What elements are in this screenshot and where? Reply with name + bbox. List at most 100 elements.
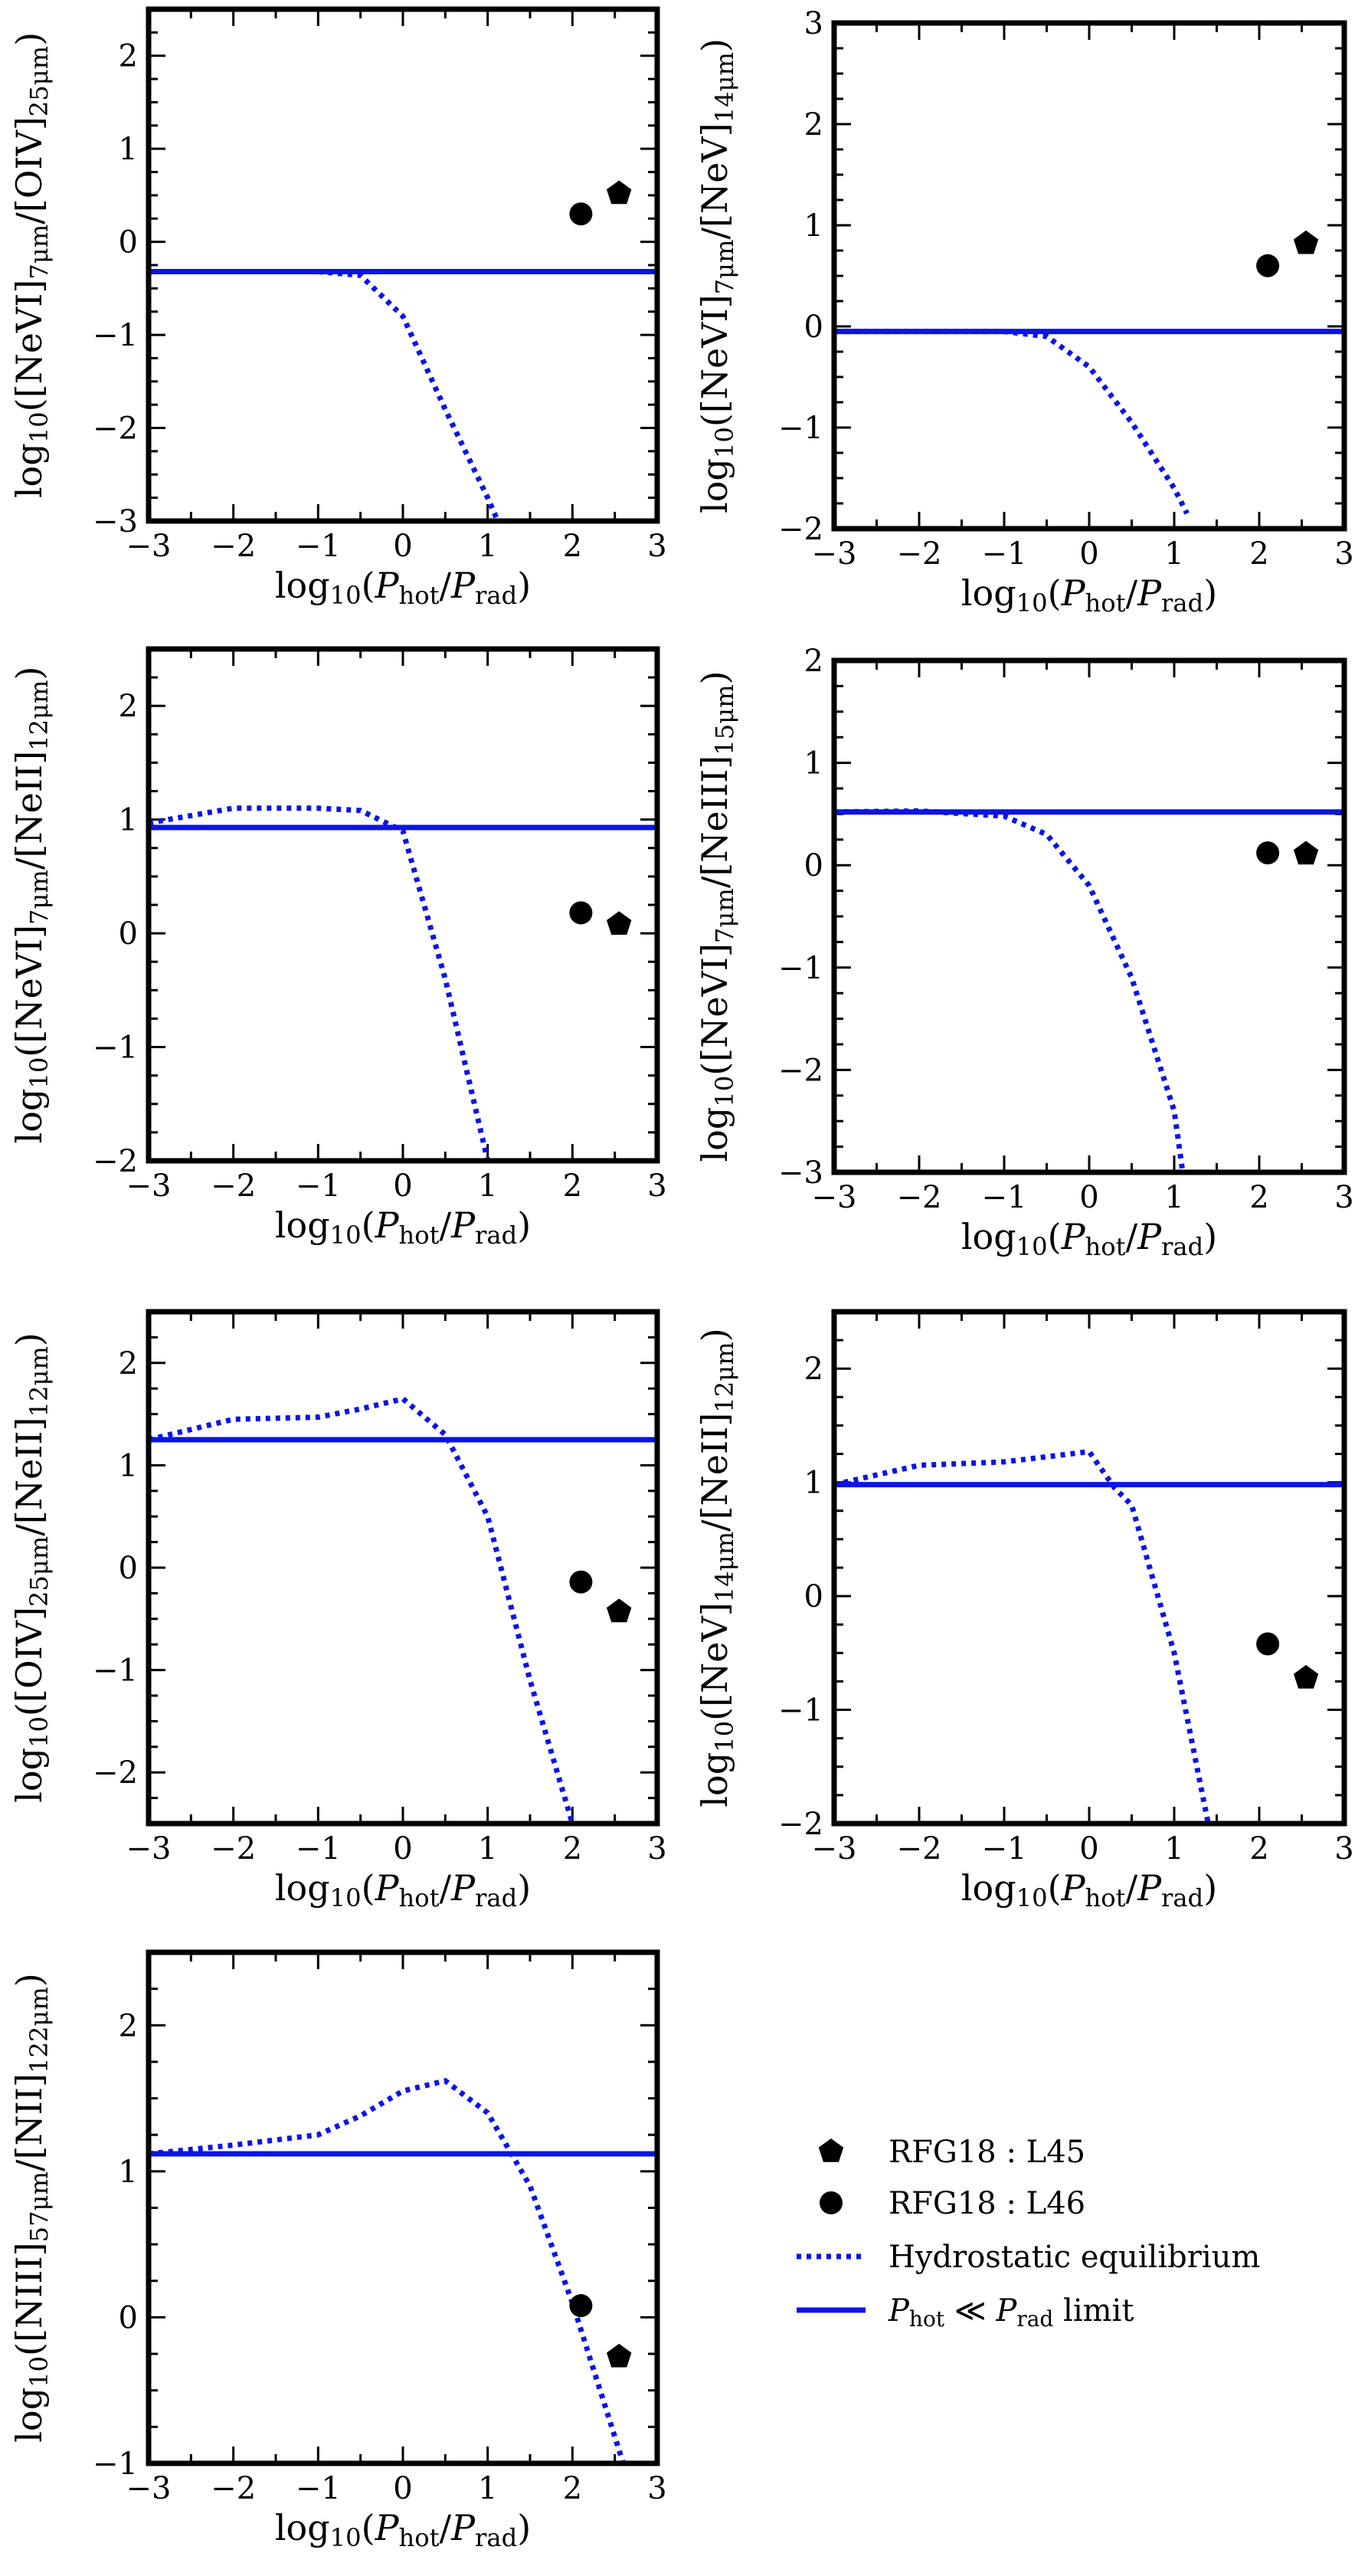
point-l46 xyxy=(569,2294,593,2318)
x-tick-label: 2 xyxy=(1249,1180,1268,1215)
x-tick-label: −1 xyxy=(296,2471,341,2506)
point-l46 xyxy=(569,901,593,925)
axes-frame xyxy=(831,1309,1347,1827)
point-l46 xyxy=(569,202,593,226)
x-tick-label: 2 xyxy=(563,1168,582,1204)
y-tick-label: 1 xyxy=(119,1448,138,1483)
x-tick-label: 3 xyxy=(647,529,666,564)
legend-circle-marker xyxy=(820,2191,843,2214)
y-tick-label: −2 xyxy=(778,1053,823,1088)
y-tick-label: 1 xyxy=(804,1466,823,1501)
y-axis-label: log10([NeVI]7μm/[OIV]25μm) xyxy=(8,32,54,498)
legend-label: Hydrostatic equilibrium xyxy=(889,2240,1260,2275)
hydrostatic-curve xyxy=(149,2077,627,2463)
x-axis-label: log10(Phot/Prad) xyxy=(275,1867,531,1912)
point-l45 xyxy=(1293,841,1319,865)
legend-label: RFG18 : L46 xyxy=(889,2186,1085,2221)
x-tick-label: 0 xyxy=(1079,1180,1098,1215)
y-tick-label: 1 xyxy=(804,208,823,244)
y-axis-label: log10([NeV]14μm/[NeII]12μm) xyxy=(694,1328,739,1807)
y-tick-label: 0 xyxy=(119,225,138,261)
y-axis-label: log10([OIV]25μm/[NeII]12μm) xyxy=(8,1332,54,1803)
x-tick-label: −3 xyxy=(812,536,857,572)
x-tick-label: 2 xyxy=(1249,1831,1268,1866)
point-l46 xyxy=(1256,254,1280,277)
point-l45 xyxy=(607,911,632,935)
x-tick-label: −2 xyxy=(211,2471,256,2506)
x-tick-label: −2 xyxy=(897,536,942,572)
x-tick-label: 2 xyxy=(563,2471,582,2506)
y-tick-label: −3 xyxy=(93,504,138,539)
panel-7: −3 −2 −1 0 1 2 3 −1 0 1 2 log10(Phot/Prad) log10([NI… xyxy=(8,1949,667,2552)
x-tick-label: −2 xyxy=(211,529,256,564)
point-l46 xyxy=(1256,841,1280,865)
x-axis-label: log10(Phot/Prad) xyxy=(275,565,531,610)
y-tick-label: 0 xyxy=(804,848,823,883)
panel-1: −3 −2 −1 0 1 2 3 −3 −2 −1 0 1 2 log10(Phot/Prad) log10… xyxy=(8,6,667,610)
y-tick-label: −2 xyxy=(778,1807,823,1842)
x-tick-label: 0 xyxy=(393,1831,412,1866)
x-tick-label: 1 xyxy=(1164,536,1183,572)
legend-entry-l45: RFG18 : L45 xyxy=(818,2135,1085,2170)
x-tick-label: 0 xyxy=(1079,1831,1098,1866)
x-axis-label: log10(Phot/Prad) xyxy=(275,1204,531,1250)
axes-frame xyxy=(146,1309,660,1827)
point-l45 xyxy=(607,180,632,205)
y-tick-label: 1 xyxy=(119,2155,138,2190)
panel-3: −3 −2 −1 0 1 2 3−2−1012log10(Phot/Prad)log10([… xyxy=(8,646,667,1250)
ticks xyxy=(147,1951,659,2465)
y-axis-label: log10([NeVI]7μm/[NeV]14μm) xyxy=(694,38,739,513)
panel-5: −3 −2 −1 0 1 2 3 −2 −1 0 1 2 log10(Phot/Prad) log10([… xyxy=(8,1309,667,1912)
point-l46 xyxy=(1256,1632,1280,1656)
y-tick-label: 1 xyxy=(119,803,138,838)
axes-frame xyxy=(831,657,1347,1175)
ticks xyxy=(833,659,1346,1174)
hydrostatic-curve xyxy=(149,805,491,1161)
legend-label: RFG18 : L45 xyxy=(889,2135,1085,2170)
hydrostatic-curve xyxy=(834,1448,1211,1824)
y-tick-label: −2 xyxy=(93,1144,138,1179)
x-tick-label: 2 xyxy=(563,1831,582,1866)
x-tick-label: −2 xyxy=(211,1831,256,1866)
x-tick-label: 0 xyxy=(1079,536,1098,572)
y-tick-label: 0 xyxy=(119,916,138,952)
y-axis-label: log10([NeVI]7μm/[NeIII]15μm) xyxy=(694,670,739,1162)
x-tick-label: −1 xyxy=(982,1831,1027,1866)
y-tick-label: 2 xyxy=(804,1352,823,1387)
x-tick-label: −2 xyxy=(897,1180,942,1215)
point-l45 xyxy=(1293,230,1319,254)
y-tick-label: 2 xyxy=(119,689,138,724)
legend-entry-l46: RFG18 : L46 xyxy=(820,2186,1085,2221)
x-tick-label: −1 xyxy=(296,1831,341,1866)
x-tick-label: 0 xyxy=(393,529,412,564)
y-tick-label: −2 xyxy=(93,411,138,447)
x-tick-label: 3 xyxy=(1334,1831,1353,1866)
x-tick-label: 2 xyxy=(563,529,582,564)
x-tick-label: −2 xyxy=(211,1168,256,1204)
x-tick-label: −1 xyxy=(296,1168,341,1204)
x-axis-label: log10(Phot/Prad) xyxy=(961,1216,1217,1261)
y-tick-label: −2 xyxy=(778,512,823,547)
ticks xyxy=(147,1310,659,1825)
y-tick-label: 2 xyxy=(119,2008,138,2043)
panel-4: −3 −2 −1 0 1 2 3 −3 −2 −1 0 1 2 log10(Phot/Prad) log10… xyxy=(694,644,1354,1261)
x-tick-label: 1 xyxy=(478,2471,497,2506)
y-axis-label: log10([NIII]57μm/[NII]122μm) xyxy=(8,1973,54,2443)
hydrostatic-curve xyxy=(834,329,1190,515)
axes-frame xyxy=(831,20,1347,532)
ticks xyxy=(147,8,659,523)
x-axis-label: log10(Phot/Prad) xyxy=(961,572,1217,618)
x-tick-label: 3 xyxy=(647,1168,666,1204)
y-tick-label: 1 xyxy=(804,746,823,782)
axes-frame xyxy=(146,646,660,1164)
y-axis-label: log10([NeVI]7μm/[NeII]12μm) xyxy=(8,666,54,1143)
x-tick-label: −3 xyxy=(126,529,172,564)
x-tick-label: −3 xyxy=(126,2471,172,2506)
x-tick-label: −3 xyxy=(812,1180,857,1215)
x-tick-label: −1 xyxy=(982,1180,1027,1215)
x-tick-label: 3 xyxy=(647,2471,666,2506)
x-axis-label: log10(Phot/Prad) xyxy=(961,1867,1217,1912)
x-tick-label: −2 xyxy=(897,1831,942,1866)
x-tick-label: −3 xyxy=(126,1831,172,1866)
